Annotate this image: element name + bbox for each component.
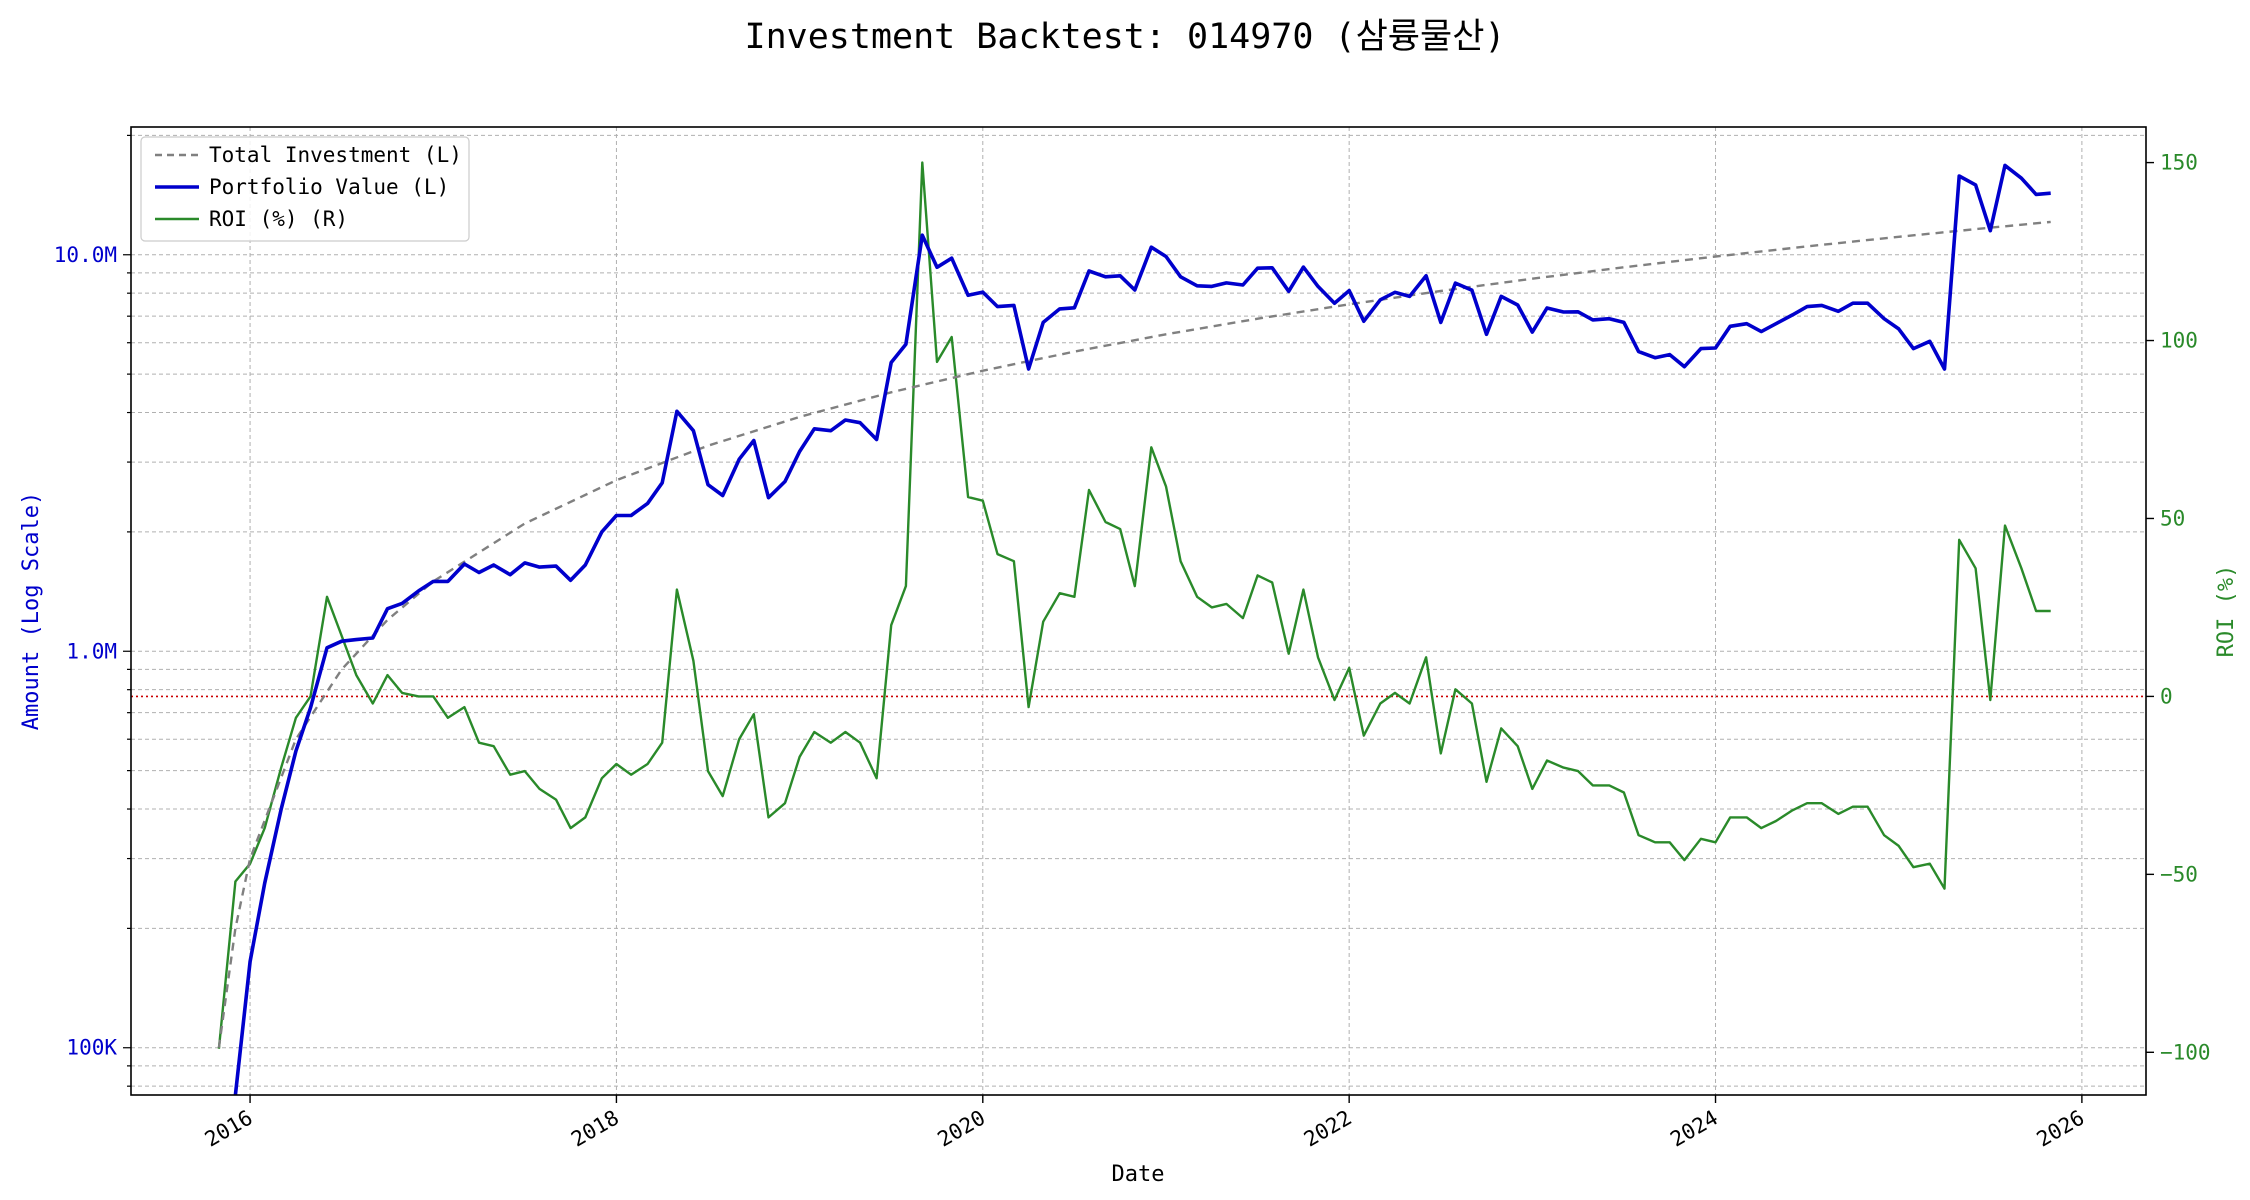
right-y-tick-label: 100 [2160,329,2198,353]
series-line-roi-r [217,161,2051,1049]
plot-frame [130,126,2147,1096]
right-y-tick-label: −100 [2160,1040,2211,1064]
right-y-axis-label: ROI (%) [2214,565,2239,658]
left-y-axis-label: Amount (Log Scale) [19,492,44,730]
right-y-tick-label: 50 [2160,506,2185,530]
x-axis: 2016 2018 2020 2022 2024 2026 [201,1095,2089,1152]
x-tick-label: 2024 [1666,1105,1722,1151]
x-tick-label: 2022 [1300,1105,1356,1151]
grid [131,127,2146,1095]
left-y-tick-label: 10.0M [54,243,117,267]
legend-label-portfolio-value: Portfolio Value (L) [209,175,449,199]
chart-title: Investment Backtest: 014970 (삼륭물산) [745,17,1506,57]
legend: Total Investment (L) Portfolio Value (L)… [140,136,470,242]
x-tick-label: 2016 [201,1105,257,1151]
x-tick-label: 2026 [2033,1105,2089,1151]
legend-label-roi: ROI (%) (R) [209,207,348,231]
right-y-tick-label: 0 [2160,684,2173,708]
legend-box [140,136,470,242]
right-y-tick-label: −50 [2160,862,2198,886]
legend-label-total-investment: Total Investment (L) [209,143,462,167]
series-line-portfolio-value-l [233,163,2051,1095]
right-y-axis: −100 −50 0 50 100 150 [2146,151,2211,1064]
left-y-axis: 100K 1.0M 10.0M [54,134,131,1087]
right-y-tick-label: 150 [2160,151,2198,175]
x-tick-label: 2018 [567,1105,623,1151]
series-layer [217,161,2051,1095]
left-y-tick-label: 100K [66,1036,117,1060]
x-axis-label: Date [1112,1162,1165,1187]
x-tick-label: 2020 [933,1105,989,1151]
left-y-tick-label: 1.0M [66,639,117,663]
series-line-total-investment-l [217,220,2051,1048]
